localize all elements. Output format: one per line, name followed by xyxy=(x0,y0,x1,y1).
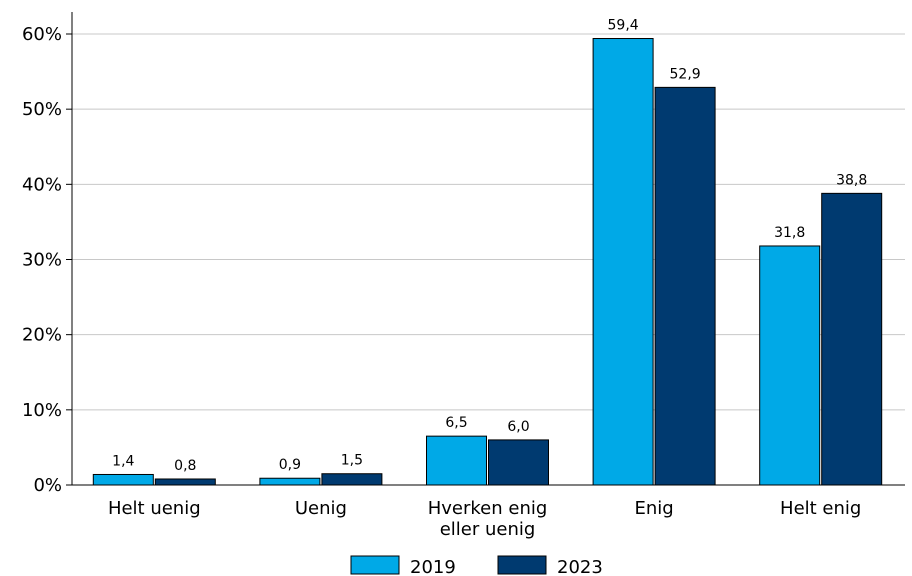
x-category-label: Helt uenig xyxy=(108,498,201,519)
x-category-label: Helt enig xyxy=(780,498,861,519)
data-label: 31,8 xyxy=(774,225,805,241)
bar xyxy=(592,38,654,486)
y-tick-label: 30% xyxy=(22,250,62,271)
bar xyxy=(821,192,883,486)
y-tick-label: 40% xyxy=(22,174,62,195)
data-label: 1,5 xyxy=(341,453,363,469)
data-label: 59,4 xyxy=(608,18,639,34)
x-category-label: Hverken enig xyxy=(428,498,548,519)
bar xyxy=(488,439,549,486)
data-label: 0,8 xyxy=(174,458,196,474)
x-category-label: Enig xyxy=(634,498,673,519)
bar xyxy=(321,473,383,486)
legend: 2019 2023 xyxy=(350,555,603,576)
data-label: 6,5 xyxy=(445,415,467,431)
x-category-label: Uenig xyxy=(295,498,347,519)
data-label: 38,8 xyxy=(836,172,867,188)
legend-swatch xyxy=(497,555,547,575)
data-label: 1,4 xyxy=(112,453,134,469)
y-axis-tick-labels: 0% 10% 20% 30% 40% 50% 60% xyxy=(22,24,62,496)
legend-swatch xyxy=(350,555,400,575)
axes xyxy=(71,12,905,486)
x-category-label: eller uenig xyxy=(440,519,536,540)
y-tick-label: 0% xyxy=(33,475,62,496)
bars xyxy=(92,38,883,486)
bar xyxy=(759,245,821,486)
bar xyxy=(426,435,487,486)
bar xyxy=(259,477,321,486)
data-label: 6,0 xyxy=(507,419,529,435)
y-tick-label: 60% xyxy=(22,24,62,45)
legend-label: 2023 xyxy=(557,557,603,576)
y-tick-label: 50% xyxy=(22,99,62,120)
data-labels: 1,4 0,8 0,9 1,5 6,5 6,0 59,4 52,9 31,8 38,8 xyxy=(112,18,867,474)
bar xyxy=(154,478,216,486)
bar xyxy=(92,473,154,486)
bar xyxy=(654,86,716,486)
data-label: 52,9 xyxy=(670,66,701,82)
legend-label: 2019 xyxy=(410,557,456,576)
data-label: 0,9 xyxy=(279,457,301,473)
y-tick-label: 10% xyxy=(22,400,62,421)
y-tick-label: 20% xyxy=(22,325,62,346)
